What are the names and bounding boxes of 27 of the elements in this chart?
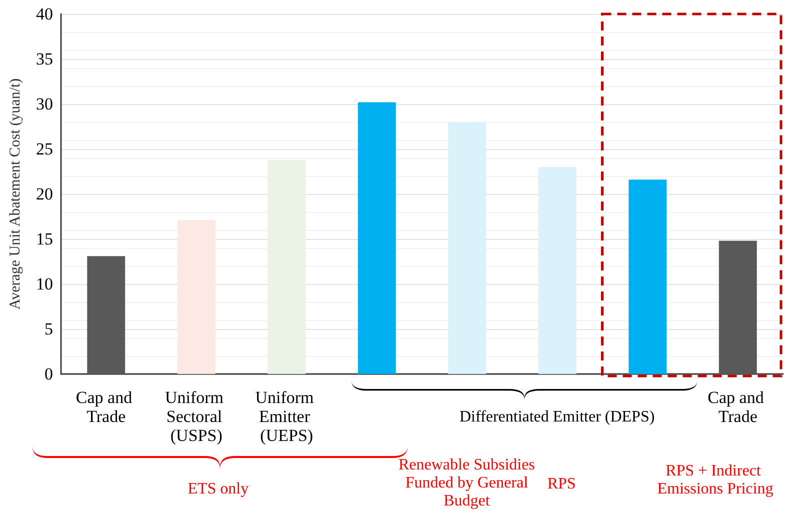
text: Differentiated Emitter (DEPS) (459, 408, 655, 426)
text: RPS (547, 476, 576, 492)
bar (177, 220, 216, 374)
x-tick-label: Uniform Emitter (UEPS) (255, 388, 318, 445)
text: RPS + Indirect Emissions Pricing (657, 462, 774, 498)
bar (718, 240, 757, 374)
x-tick-label: Cap and Trade (76, 388, 136, 426)
y-tick-label: 40 (36, 4, 53, 24)
y-tick-label: 15 (36, 230, 53, 248)
y-tick-label: 10 (36, 274, 53, 294)
x-tick-label: Uniform Sectoral (USPS) (164, 388, 228, 445)
text: ETS only (188, 480, 249, 498)
bar (628, 180, 667, 374)
bar (268, 160, 306, 374)
bar (448, 122, 486, 374)
bar (538, 167, 576, 374)
bar (358, 102, 396, 374)
y-tick-label: 35 (36, 50, 53, 68)
bar (87, 256, 126, 374)
y-tick-label: 0 (44, 364, 53, 384)
y-tick-label: 20 (36, 184, 53, 204)
y-tick-label: 5 (44, 320, 53, 338)
y-tick-label: 25 (36, 140, 53, 158)
x-tick-label: Cap and Trade (708, 388, 768, 426)
text: Renewable Subsidies Funded by General Budget (398, 456, 535, 510)
y-tick-label: 30 (36, 94, 53, 114)
y-axis-title: Average Unit Abatement Cost (yuan/t) (8, 78, 24, 310)
